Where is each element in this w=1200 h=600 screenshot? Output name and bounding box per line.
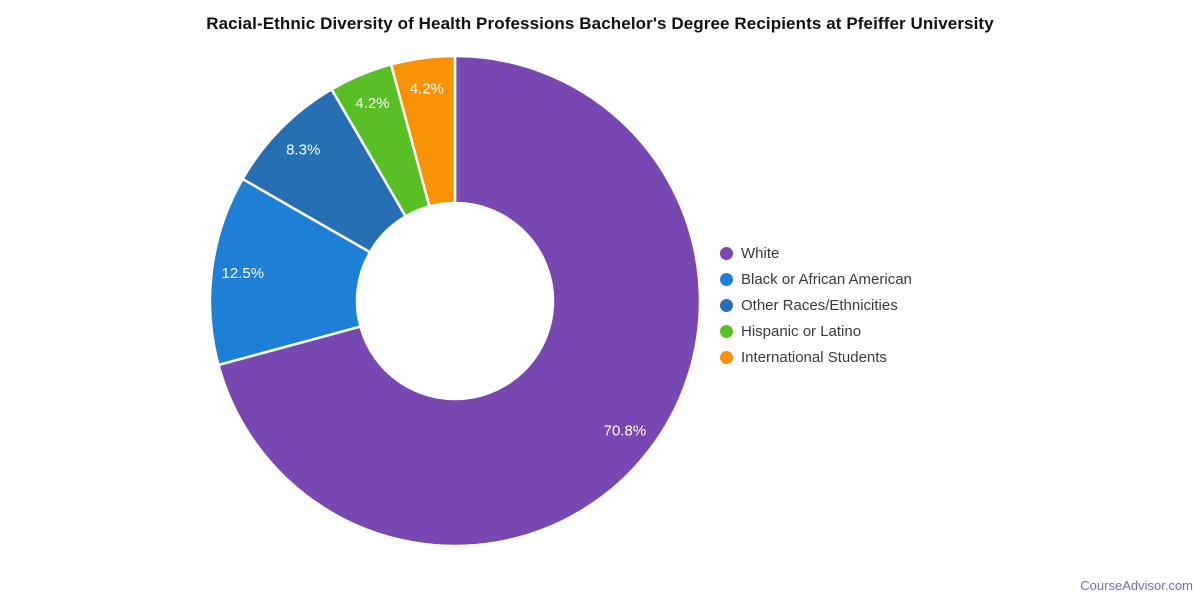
slice-label-black-or-african-american: 12.5% bbox=[222, 265, 265, 282]
legend-item-other-races-ethnicities: Other Races/Ethnicities bbox=[720, 292, 912, 318]
legend-item-international-students: International Students bbox=[720, 344, 912, 370]
legend-label: Other Races/Ethnicities bbox=[741, 297, 898, 314]
legend-swatch-white bbox=[720, 246, 733, 260]
legend-item-white: White bbox=[720, 240, 912, 266]
pie-slice-black-or-african-american bbox=[208, 177, 372, 367]
legend-label: International Students bbox=[741, 349, 887, 366]
slice-label-white: 70.8% bbox=[604, 423, 647, 440]
legend-swatch-other-races-ethnicities bbox=[720, 298, 733, 312]
slice-label-hispanic-or-latino: 4.2% bbox=[355, 95, 389, 112]
legend-label: Black or African American bbox=[741, 271, 912, 288]
legend-swatch-hispanic-or-latino bbox=[720, 324, 733, 338]
legend-swatch-international-students bbox=[720, 350, 733, 364]
slice-label-international-students: 4.2% bbox=[410, 80, 444, 97]
legend-swatch-black-or-african-american bbox=[720, 272, 733, 286]
chart-legend: White Black or African American Other Race… bbox=[720, 240, 912, 370]
legend-label: Hispanic or Latino bbox=[741, 323, 862, 340]
slice-label-other-races-ethnicities: 8.3% bbox=[286, 142, 320, 159]
pie-slice-white bbox=[217, 54, 702, 548]
legend-item-hispanic-or-latino: Hispanic or Latino bbox=[720, 318, 912, 344]
legend-label: White bbox=[741, 245, 780, 262]
courseadvisor-link[interactable]: CourseAdvisor.com bbox=[1080, 578, 1193, 593]
chart-title: Racial-Ethnic Diversity of Health Profes… bbox=[206, 14, 994, 33]
pie-slice-international-students bbox=[389, 54, 457, 208]
legend-item-black-or-african-american: Black or African American bbox=[720, 266, 912, 292]
